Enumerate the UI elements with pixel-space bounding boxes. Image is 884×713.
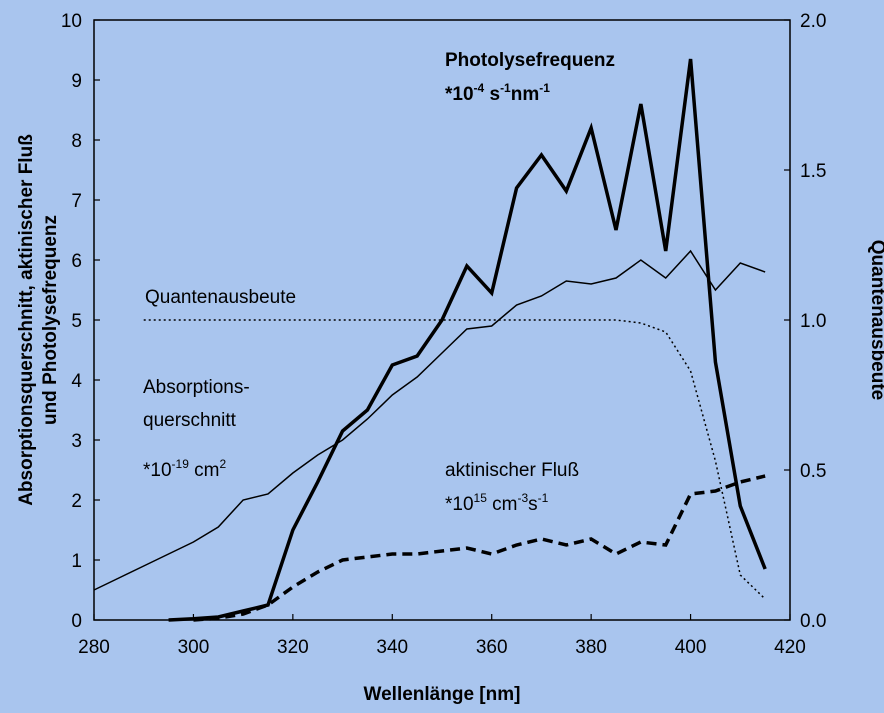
y-tick-label: 3 <box>71 431 82 452</box>
y-tick-label: 1 <box>71 551 82 572</box>
annotation: Photolysefrequenz <box>445 50 615 71</box>
unit-sup: -1 <box>500 81 511 95</box>
x-tick-label: 320 <box>277 637 309 658</box>
y-tick-label: 8 <box>71 131 82 152</box>
annotation-unit: *1015 cm-3s-1 <box>445 491 549 515</box>
unit-part: *10 <box>445 84 474 105</box>
y-tick-label: 6 <box>71 251 82 272</box>
y-tick-label: 0 <box>71 611 82 632</box>
plot-frame <box>93 19 791 621</box>
annotation: querschnitt <box>143 410 237 431</box>
y2-tick-label: 1.5 <box>800 161 826 182</box>
y2-tick-label: 0.5 <box>800 461 826 482</box>
y2-tick-label: 0.0 <box>800 611 826 632</box>
x-axis-label: Wellenlänge [nm] <box>364 684 521 705</box>
y-tick-label: 7 <box>71 191 82 212</box>
unit-part: cm <box>189 460 220 481</box>
unit-sup: -19 <box>172 457 190 471</box>
annotation: Quantenausbeute <box>145 287 296 308</box>
x-tick-label: 380 <box>575 637 607 658</box>
y-tick-label: 4 <box>71 371 82 392</box>
unit-sup: -1 <box>538 491 549 505</box>
x-tick-label: 420 <box>774 637 806 658</box>
unit-sup: -1 <box>539 81 550 95</box>
x-tick-label: 300 <box>178 637 210 658</box>
y-tick-label: 2 <box>71 491 82 512</box>
unit-sup: -3 <box>518 491 529 505</box>
annotation: aktinischer Fluß <box>445 460 579 481</box>
unit-part: nm <box>511 84 540 105</box>
line-series <box>193 474 766 622</box>
plot: 280 300 320 340 360 380 400 420 0 1 2 3 4 5 6 7 8 9 10 0.0 0… <box>61 11 827 658</box>
y-axis-label: Absorptionsquerschnitt, aktinischer Fluß <box>16 134 37 506</box>
x-tick-label: 280 <box>78 637 110 658</box>
y-tick-label: 9 <box>71 71 82 92</box>
unit-part: s <box>528 494 538 515</box>
x-tick-label: 360 <box>476 637 508 658</box>
annotation: Absorptions- <box>143 377 250 398</box>
x-tick-label: 400 <box>675 637 707 658</box>
y2-tick-label: 2.0 <box>800 11 826 32</box>
unit-part: *10 <box>143 460 172 481</box>
unit-part: s <box>484 84 500 105</box>
y-axis-label: und Photolysefrequenz <box>40 215 61 425</box>
line-series <box>168 58 767 622</box>
annotation-unit: *10-19 cm2 <box>143 457 226 481</box>
annotation-unit: *10-4 s-1nm-1 <box>445 81 550 105</box>
y2-tick-label: 1.0 <box>800 311 826 332</box>
unit-sup: 2 <box>219 457 226 471</box>
y2-axis-label: Quantenausbeute <box>867 240 884 400</box>
unit-part: *10 <box>445 494 474 515</box>
unit-part: cm <box>487 494 518 515</box>
unit-sup: 15 <box>474 491 488 505</box>
line-series <box>143 319 766 600</box>
x-tick-label: 340 <box>376 637 408 658</box>
y-tick-label: 5 <box>71 311 82 332</box>
unit-sup: -4 <box>474 81 485 95</box>
line-series <box>93 249 766 591</box>
y-tick-label: 10 <box>61 11 82 32</box>
